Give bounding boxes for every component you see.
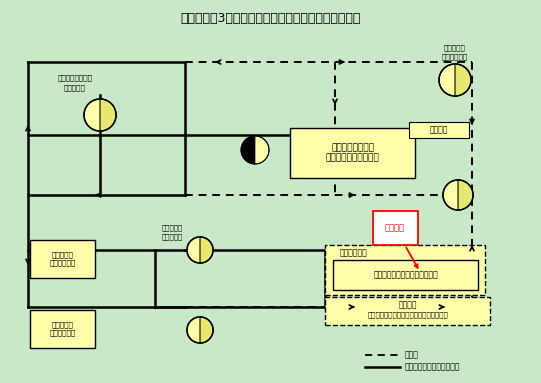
- Text: 中央制御室非常用
給気フィルタユニット: 中央制御室非常用 給気フィルタユニット: [326, 143, 379, 163]
- Text: 中央制御室非常用: 中央制御室非常用: [57, 75, 93, 81]
- Text: 空調ファン: 空調ファン: [161, 234, 183, 240]
- Bar: [333, 260, 478, 290]
- Polygon shape: [200, 237, 213, 263]
- Text: 伊方発電所3号機　中央制御室非常用循環系統概略図: 伊方発電所3号機 中央制御室非常用循環系統概略図: [180, 11, 361, 25]
- Text: 再循環ファン: 再循環ファン: [442, 54, 468, 60]
- Polygon shape: [255, 136, 269, 164]
- Circle shape: [187, 317, 213, 343]
- Bar: [290, 128, 415, 178]
- Polygon shape: [100, 99, 116, 131]
- Text: 中央制御室
空調ユニット: 中央制御室 空調ユニット: [49, 322, 76, 336]
- Text: 中央制御室: 中央制御室: [444, 45, 466, 51]
- Polygon shape: [458, 180, 473, 210]
- Text: 通常時: 通常時: [405, 350, 419, 360]
- Bar: [325, 297, 490, 325]
- Text: 外気取入: 外気取入: [430, 126, 448, 134]
- Text: 中央制御室
空調ユニット: 中央制御室 空調ユニット: [49, 252, 76, 266]
- Bar: [30, 240, 95, 278]
- Text: 「中央制御室エリアモニタ線量当量率高」: 「中央制御室エリアモニタ線量当量率高」: [368, 312, 448, 318]
- Circle shape: [84, 99, 116, 131]
- FancyBboxPatch shape: [409, 122, 469, 138]
- Text: 当該箇所: 当該箇所: [385, 223, 418, 268]
- Text: 中央制御室隔離信号発信時: 中央制御室隔離信号発信時: [405, 362, 460, 372]
- Circle shape: [187, 237, 213, 263]
- Bar: [30, 310, 95, 348]
- Bar: [325, 245, 485, 295]
- Circle shape: [443, 180, 473, 210]
- Text: 信号発信: 信号発信: [399, 301, 417, 309]
- Polygon shape: [455, 64, 471, 96]
- Text: 給気ファン: 給気ファン: [64, 85, 86, 91]
- Polygon shape: [241, 136, 255, 164]
- Circle shape: [439, 64, 471, 96]
- Text: 中央制御室等: 中央制御室等: [340, 249, 368, 257]
- Text: 中央制御室: 中央制御室: [161, 225, 183, 231]
- Polygon shape: [200, 317, 213, 343]
- Text: 放射線量を測定する既設モニタ: 放射線量を測定する既設モニタ: [373, 270, 438, 280]
